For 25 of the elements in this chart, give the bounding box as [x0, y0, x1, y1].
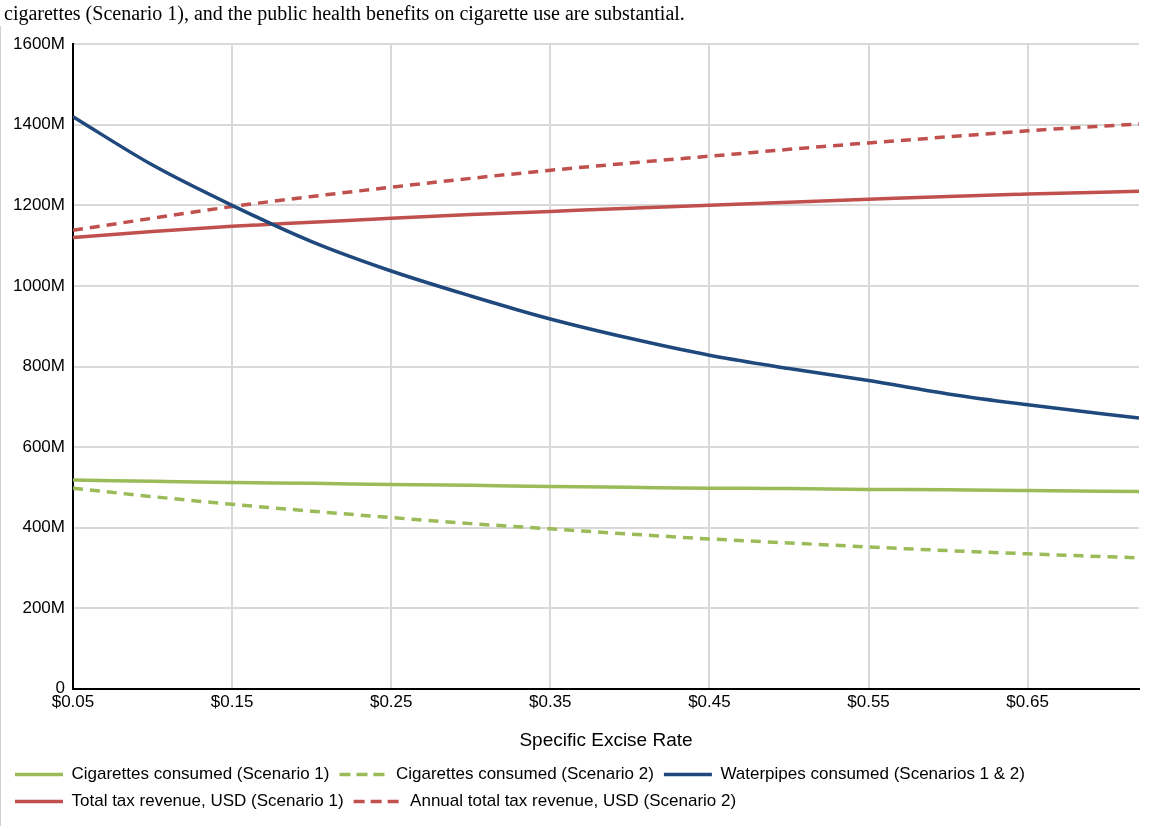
x-tick-label: $0.35 — [529, 691, 572, 711]
y-tick-label: 200M — [22, 597, 65, 617]
line-series — [72, 122, 1139, 233]
y-tick-label: 1400M — [13, 114, 65, 134]
legend-label: Waterpipes consumed (Scenarios 1 & 2) — [720, 764, 1025, 784]
x-tick-label: $0.65 — [1006, 691, 1049, 711]
x-tick-label: $0.25 — [369, 691, 413, 711]
x-tick-label: $0.45 — [688, 691, 731, 711]
legend-label: Cigarettes consumed (Scenario 1) — [71, 764, 330, 784]
legend-label: Cigarettes consumed (Scenario 2) — [395, 764, 654, 784]
line-series — [72, 189, 1139, 240]
y-tick-label: 800M — [22, 356, 65, 376]
text: cigarettes (Scenario 1), and the public health benefits on cigarette use are substantial. — [3, 1, 686, 26]
y-tick-label: 1600M — [13, 33, 65, 53]
y-tick-label: 400M — [22, 517, 65, 537]
y-tick-label: 600M — [22, 436, 65, 456]
legend-label: Total tax revenue, USD (Scenario 1) — [71, 791, 344, 811]
legend-label: Annual total tax revenue, USD (Scenario 2) — [410, 791, 737, 811]
x-tick-label: $0.55 — [847, 691, 890, 711]
line-series — [72, 478, 1139, 494]
line-series — [72, 114, 1139, 420]
y-tick-label: 1200M — [13, 195, 65, 215]
x-tick-label: $0.15 — [210, 691, 254, 711]
x-axis-title: Specific Excise Rate — [519, 728, 693, 750]
y-tick-label: 1000M — [13, 275, 65, 295]
